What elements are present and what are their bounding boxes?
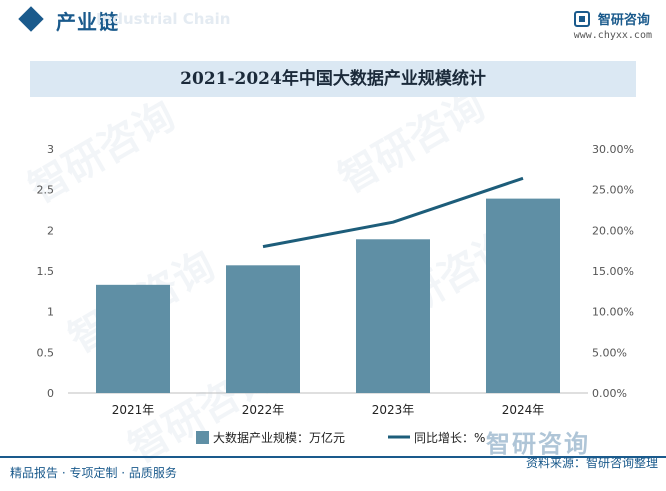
left-tick-label: 3 — [47, 143, 54, 156]
line-series — [262, 176, 524, 249]
category-label: 2023年 — [372, 403, 415, 417]
brand-block: 智研咨询 www.chyxx.com — [573, 8, 652, 41]
bar — [96, 284, 170, 393]
legend-bar-label: 大数据产业规模：万亿元 — [213, 430, 345, 445]
right-tick-label: 5.00% — [592, 346, 627, 359]
chart-title: 2021-2024年中国大数据产业规模统计 — [180, 69, 486, 89]
right-tick-label: 25.00% — [592, 184, 634, 197]
legend-bar-swatch — [196, 431, 209, 444]
left-tick-label: 2.5 — [37, 184, 55, 197]
bar-series — [96, 198, 560, 393]
growth-line — [262, 176, 524, 249]
category-label: 2024年 — [502, 403, 545, 417]
left-tick-label: 1.5 — [37, 265, 55, 278]
page-header: 产业链 Industrial Chain 智研咨询 www.chyxx.com — [0, 0, 666, 44]
bar — [356, 239, 430, 393]
category-labels: 2021年 2022年 2023年 2024年 — [112, 403, 545, 417]
chart-title-band: 2021-2024年中国大数据产业规模统计 — [30, 61, 636, 97]
bottom-brand-watermark: 智研咨询 — [486, 430, 590, 458]
left-axis-ticks: 0 0.5 1 1.5 2 2.5 3 — [37, 143, 55, 400]
category-label: 2021年 — [112, 403, 155, 417]
right-tick-label: 10.00% — [592, 306, 634, 319]
brand-logo-icon — [573, 10, 590, 27]
chart-area: 0 0.5 1 1.5 2 2.5 3 0.00% 5.00% 10.00% 15.00% 20.0… — [37, 143, 634, 445]
bar — [226, 265, 300, 393]
footer-divider — [0, 456, 666, 458]
legend-line-label: 同比增长：% — [414, 431, 485, 445]
bar — [486, 198, 560, 393]
right-tick-label: 15.00% — [592, 265, 634, 278]
right-axis-ticks: 0.00% 5.00% 10.00% 15.00% 20.00% 25.00% 30.00% — [592, 143, 634, 400]
right-tick-label: 20.00% — [592, 224, 634, 237]
category-label: 2022年 — [242, 403, 285, 417]
left-tick-label: 2 — [47, 224, 54, 237]
section-title: 产业链 — [56, 10, 119, 34]
right-tick-label: 0.00% — [592, 387, 627, 400]
header-watermark: Industrial Chain — [96, 10, 231, 28]
footer-source: 资料来源：智研咨询整理 — [525, 456, 658, 470]
brand-url: www.chyxx.com — [573, 30, 652, 41]
left-tick-label: 1 — [47, 306, 54, 319]
left-tick-label: 0 — [47, 387, 54, 400]
brand-name: 智研咨询 — [597, 13, 650, 28]
footer-slogan: 精品报告 · 专项定制 · 品质服务 — [10, 466, 177, 480]
left-tick-label: 0.5 — [37, 346, 55, 359]
right-tick-label: 30.00% — [592, 143, 634, 156]
legend: 大数据产业规模：万亿元 同比增长：% — [196, 430, 485, 445]
